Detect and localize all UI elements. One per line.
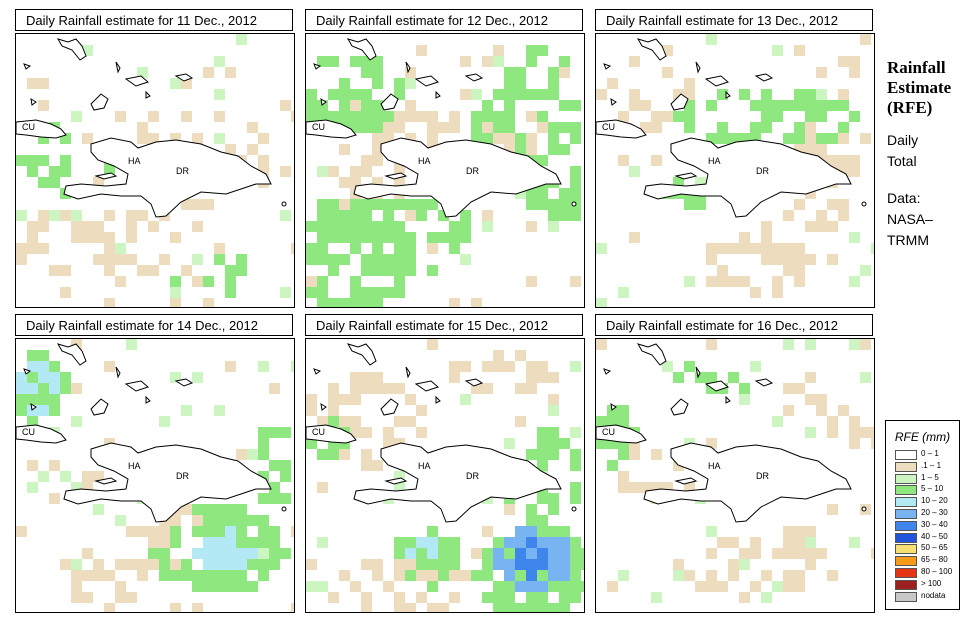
source-text: Data: NASA– TRMM: [887, 188, 933, 251]
period-text: Daily Total: [887, 130, 918, 172]
legend-label: 50 – 65: [921, 543, 948, 553]
legend-label: nodata: [921, 590, 946, 600]
legend-label: 20 – 30: [921, 508, 948, 517]
label-dr: DR: [466, 471, 479, 481]
rainfall-map: CU HA DR: [595, 338, 875, 613]
panel-title: Daily Rainfall estimate for 12 Dec., 201…: [305, 9, 583, 31]
label-dr: DR: [756, 471, 769, 481]
legend-swatch: [895, 520, 917, 531]
panel-title: Daily Rainfall estimate for 13 Dec., 201…: [595, 9, 873, 31]
label-haiti: HA: [128, 461, 141, 471]
label-cuba: CU: [602, 427, 615, 437]
legend-label: 80 – 100: [921, 567, 953, 576]
rainfall-map: CU HA DR: [15, 338, 295, 613]
map-panel-dec12: Daily Rainfall estimate for 12 Dec., 201…: [305, 9, 585, 308]
legend-label: 5 – 10: [921, 484, 944, 494]
label-haiti: HA: [708, 461, 721, 471]
source-line: TRMM: [887, 232, 929, 248]
legend-label: 40 – 50: [921, 531, 948, 541]
label-cuba: CU: [312, 122, 325, 132]
legend-swatch: [895, 485, 917, 496]
legend-swatch: [895, 532, 917, 543]
label-haiti: HA: [128, 156, 141, 166]
label-cuba: CU: [22, 427, 35, 437]
legend-swatch: [895, 450, 917, 460]
coastline: [306, 343, 577, 523]
legend-swatch: [895, 461, 917, 472]
map-panel-dec15: Daily Rainfall estimate for 15 Dec., 201…: [305, 314, 585, 613]
rainfall-map: CU HA DR: [595, 33, 875, 308]
rainfall-grid: [16, 339, 294, 612]
rainfall-grid: [596, 339, 874, 603]
legend-label: 10 – 20: [921, 496, 948, 506]
map-panel-dec14: Daily Rainfall estimate for 14 Dec., 201…: [15, 314, 295, 613]
coastline: [16, 343, 287, 523]
period-line: Daily: [887, 132, 919, 148]
rainfall-map: CU HA DR: [15, 33, 295, 308]
title-line: Rainfall: [887, 58, 946, 77]
legend-swatch: [895, 509, 917, 519]
label-dr: DR: [176, 471, 189, 481]
legend-swatch: [895, 568, 917, 578]
panel-title: Daily Rainfall estimate for 15 Dec., 201…: [305, 314, 583, 336]
legend-label: 1 – 5: [921, 472, 939, 482]
legend-label: 30 – 40: [921, 519, 948, 529]
map-panel-dec11: Daily Rainfall estimate for 11 Dec., 201…: [15, 9, 295, 308]
rainfall-grid: [306, 45, 581, 307]
product-title: Rainfall Estimate (RFE): [887, 58, 951, 118]
rfe-legend: RFE (mm) 0 – 1 .1 – 1 1 – 5 5 – 10 10 – 20 20…: [885, 420, 960, 610]
rainfall-map: CU HA DR: [305, 338, 585, 613]
source-line: Data:: [887, 190, 921, 206]
coastline: [596, 343, 867, 523]
coastline: [16, 38, 287, 218]
label-haiti: HA: [418, 156, 431, 166]
legend-swatch: [895, 579, 917, 590]
label-cuba: CU: [602, 122, 615, 132]
legend-title: RFE (mm): [894, 430, 951, 444]
coastline: [306, 38, 577, 218]
panel-title: Daily Rainfall estimate for 16 Dec., 201…: [595, 314, 873, 336]
map-panel-dec16: Daily Rainfall estimate for 16 Dec., 201…: [595, 314, 875, 613]
map-panel-dec13: Daily Rainfall estimate for 13 Dec., 201…: [595, 9, 875, 308]
legend-label: 0 – 1: [921, 449, 939, 458]
panel-title: Daily Rainfall estimate for 11 Dec., 201…: [15, 9, 293, 31]
legend-swatch: [895, 544, 917, 555]
label-dr: DR: [466, 166, 479, 176]
coastline: [596, 38, 867, 218]
source-line: NASA–: [887, 211, 933, 227]
label-haiti: HA: [708, 156, 721, 166]
label-dr: DR: [756, 166, 769, 176]
panel-title: Daily Rainfall estimate for 14 Dec., 201…: [15, 314, 293, 336]
label-cuba: CU: [312, 427, 325, 437]
legend-label: > 100: [921, 578, 942, 588]
legend-swatch: [895, 591, 917, 602]
label-cuba: CU: [22, 122, 35, 132]
title-line: Estimate: [887, 78, 952, 97]
rainfall-map: CU HA DR: [305, 33, 585, 308]
label-haiti: HA: [418, 461, 431, 471]
label-dr: DR: [176, 166, 189, 176]
legend-label: 65 – 80: [921, 555, 948, 565]
legend-swatch: [895, 556, 917, 567]
period-line: Total: [887, 153, 917, 169]
legend-label: .1 – 1: [921, 460, 942, 470]
title-line: (RFE): [887, 98, 933, 117]
legend-swatch: [895, 497, 917, 508]
legend-swatch: [895, 473, 917, 484]
